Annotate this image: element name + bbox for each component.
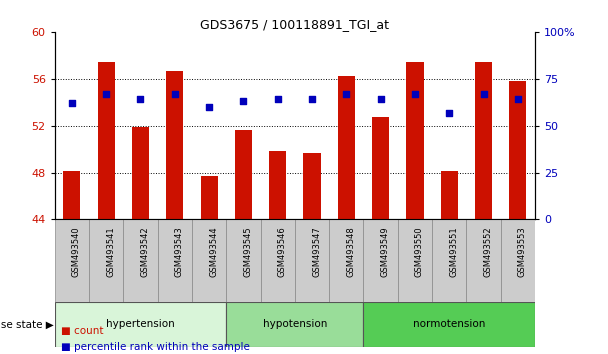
Bar [398, 219, 432, 302]
Text: GSM493551: GSM493551 [449, 226, 458, 276]
Bar [338, 76, 355, 219]
Bar [89, 219, 123, 302]
Point [170, 91, 179, 97]
Point [102, 91, 111, 97]
Bar [157, 219, 192, 302]
Bar [295, 219, 329, 302]
Bar [98, 62, 115, 219]
Bar [261, 219, 295, 302]
Point [444, 110, 454, 115]
Point [513, 97, 523, 102]
Bar [303, 153, 320, 219]
Bar [441, 171, 458, 219]
Bar [63, 171, 80, 219]
Bar [55, 219, 89, 302]
Text: hypertension: hypertension [106, 319, 175, 330]
Text: ■ count: ■ count [61, 326, 103, 336]
Bar [226, 302, 364, 347]
Bar [364, 219, 398, 302]
Bar [432, 219, 466, 302]
Text: GSM493542: GSM493542 [140, 226, 150, 276]
Text: GSM493545: GSM493545 [243, 226, 252, 276]
Title: GDS3675 / 100118891_TGI_at: GDS3675 / 100118891_TGI_at [201, 18, 389, 31]
Text: GSM493547: GSM493547 [312, 226, 321, 277]
Bar [192, 219, 226, 302]
Bar [226, 219, 261, 302]
Bar [123, 219, 157, 302]
Bar [235, 130, 252, 219]
Bar [364, 302, 535, 347]
Text: GSM493540: GSM493540 [72, 226, 81, 276]
Text: GSM493549: GSM493549 [381, 226, 390, 276]
Text: GSM493552: GSM493552 [483, 226, 492, 276]
Text: GSM493553: GSM493553 [518, 226, 527, 277]
Bar [166, 70, 184, 219]
Bar [269, 152, 286, 219]
Text: GSM493546: GSM493546 [278, 226, 287, 277]
Text: GSM493541: GSM493541 [106, 226, 115, 276]
Text: GSM493544: GSM493544 [209, 226, 218, 276]
Point [342, 91, 351, 97]
Bar [475, 62, 492, 219]
Bar [406, 62, 424, 219]
Bar [201, 176, 218, 219]
Text: ■ percentile rank within the sample: ■ percentile rank within the sample [61, 342, 250, 352]
Point [67, 100, 77, 106]
Point [273, 97, 283, 102]
Bar [372, 118, 389, 219]
Point [136, 97, 145, 102]
Point [238, 98, 248, 104]
Bar [466, 219, 501, 302]
Bar [132, 127, 149, 219]
Bar [329, 219, 364, 302]
Text: GSM493550: GSM493550 [415, 226, 424, 276]
Bar [55, 302, 226, 347]
Text: disease state ▶: disease state ▶ [0, 319, 54, 330]
Text: GSM493548: GSM493548 [347, 226, 355, 277]
Point [478, 91, 488, 97]
Bar [510, 81, 527, 219]
Point [204, 104, 214, 110]
Point [410, 91, 420, 97]
Text: normotension: normotension [413, 319, 485, 330]
Text: GSM493543: GSM493543 [174, 226, 184, 277]
Text: hypotension: hypotension [263, 319, 327, 330]
Point [307, 97, 317, 102]
Bar [501, 219, 535, 302]
Point [376, 97, 385, 102]
